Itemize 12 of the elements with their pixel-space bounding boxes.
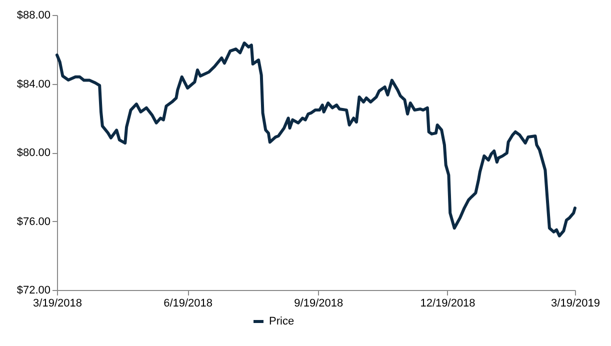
y-tick-label: $76.00: [16, 216, 50, 228]
x-tick-label: 9/19/2018: [294, 298, 344, 310]
x-tick-label: 3/19/2018: [33, 298, 82, 310]
y-tick-label: $72.00: [16, 284, 50, 296]
y-tick-label: $84.00: [16, 78, 50, 90]
x-tick-label: 12/19/2018: [420, 298, 476, 310]
y-tick-label: $88.00: [16, 10, 50, 22]
line-series: [56, 42, 576, 238]
legend-label: Price: [269, 316, 294, 328]
x-tick-label: 6/19/2018: [164, 298, 213, 310]
x-tick-label: 3/19/2019: [551, 298, 600, 310]
y-tick-label: $80.00: [16, 147, 50, 159]
